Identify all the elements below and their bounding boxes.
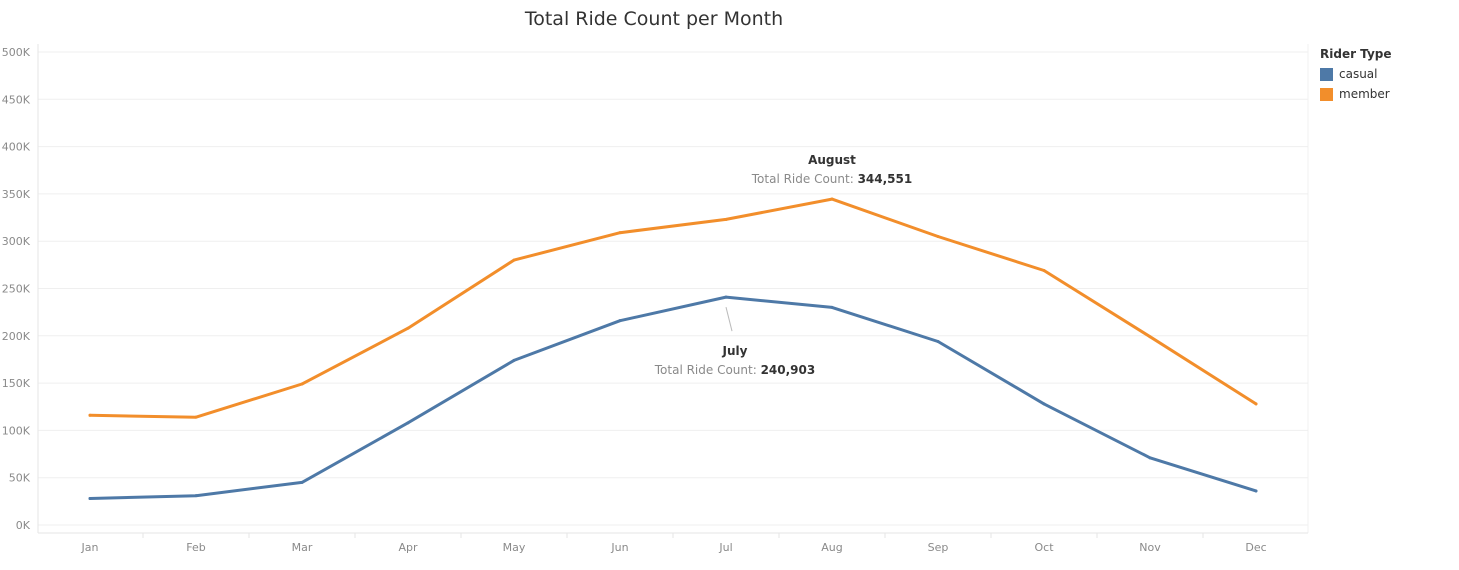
series-line-member[interactable] xyxy=(88,197,1258,419)
annotation-value: 240,903 xyxy=(761,363,816,377)
x-tick-label: Sep xyxy=(928,541,949,554)
data-point-casual[interactable] xyxy=(724,295,728,299)
data-point-casual[interactable] xyxy=(830,305,834,309)
data-point-member[interactable] xyxy=(1254,402,1258,406)
data-point-casual[interactable] xyxy=(88,497,92,501)
legend-title: Rider Type xyxy=(1320,47,1392,61)
series-lines xyxy=(88,197,1258,501)
x-tick-label: Jun xyxy=(610,541,628,554)
data-point-member[interactable] xyxy=(1042,269,1046,273)
y-tick-label: 400K xyxy=(2,141,31,154)
annotations: August Total Ride Count: 344,551 July Total… xyxy=(654,153,912,377)
data-point-member[interactable] xyxy=(512,258,516,262)
data-point-member[interactable] xyxy=(406,326,410,330)
y-tick-label: 250K xyxy=(2,283,31,296)
y-tick-label: 200K xyxy=(2,330,31,343)
x-tick-label: Oct xyxy=(1034,541,1054,554)
y-tick-label: 350K xyxy=(2,188,31,201)
data-point-casual[interactable] xyxy=(936,339,940,343)
data-point-member[interactable] xyxy=(88,413,92,417)
x-tick-label: Jan xyxy=(81,541,99,554)
legend-swatch-member xyxy=(1320,87,1333,101)
x-tick-label: Jul xyxy=(718,541,732,554)
data-point-member[interactable] xyxy=(830,197,834,201)
data-point-member[interactable] xyxy=(194,415,198,419)
y-tick-label: 300K xyxy=(2,235,31,248)
legend-label-member: member xyxy=(1339,87,1390,101)
annotation-leader-line xyxy=(725,306,733,332)
annotation-value-line: Total Ride Count: 240,903 xyxy=(654,363,815,377)
x-tick-label: Feb xyxy=(186,541,205,554)
chart-title: Total Ride Count per Month xyxy=(524,8,784,30)
legend: Rider Type casual member xyxy=(1320,47,1392,104)
data-point-casual[interactable] xyxy=(618,319,622,323)
data-point-casual[interactable] xyxy=(194,494,198,498)
annotation-value-line: Total Ride Count: 344,551 xyxy=(751,172,912,186)
gridlines xyxy=(38,51,1308,526)
data-point-member[interactable] xyxy=(724,217,728,221)
data-point-member[interactable] xyxy=(936,234,940,238)
data-point-casual[interactable] xyxy=(1254,489,1258,493)
annotation-value: 344,551 xyxy=(858,172,913,186)
data-point-member[interactable] xyxy=(1148,335,1152,339)
y-tick-label: 100K xyxy=(2,424,31,437)
data-point-member[interactable] xyxy=(300,382,304,386)
data-point-casual[interactable] xyxy=(1042,402,1046,406)
x-tick-label: Mar xyxy=(292,541,313,554)
data-point-casual[interactable] xyxy=(512,358,516,362)
x-tick-label: Dec xyxy=(1245,541,1266,554)
annotation-month: July xyxy=(722,344,748,358)
legend-item-casual[interactable]: casual xyxy=(1320,64,1392,84)
legend-swatch-casual xyxy=(1320,67,1333,81)
series-line-casual[interactable] xyxy=(88,295,1258,500)
annotation-month: August xyxy=(808,153,856,167)
y-tick-label: 0K xyxy=(16,519,31,532)
legend-item-member[interactable]: member xyxy=(1320,84,1392,104)
axes: 0K 50K 100K 150K 200K 250K 300K 350K 400K 450K 500… xyxy=(2,44,1309,554)
data-point-casual[interactable] xyxy=(406,421,410,425)
legend-label-casual: casual xyxy=(1339,67,1378,81)
y-tick-label: 150K xyxy=(2,377,31,390)
y-tick-label: 50K xyxy=(9,472,31,485)
y-tick-label: 500K xyxy=(2,46,31,59)
x-tick-label: Nov xyxy=(1139,541,1161,554)
x-tick-label: Apr xyxy=(398,541,418,554)
y-tick-label: 450K xyxy=(2,93,31,106)
x-tick-label: May xyxy=(503,541,526,554)
data-point-casual[interactable] xyxy=(300,480,304,484)
annotation-key: Total Ride Count: xyxy=(654,363,761,377)
x-tick-label: Aug xyxy=(821,541,842,554)
annotation-key: Total Ride Count: xyxy=(751,172,858,186)
data-point-casual[interactable] xyxy=(1148,456,1152,460)
data-point-member[interactable] xyxy=(618,231,622,235)
